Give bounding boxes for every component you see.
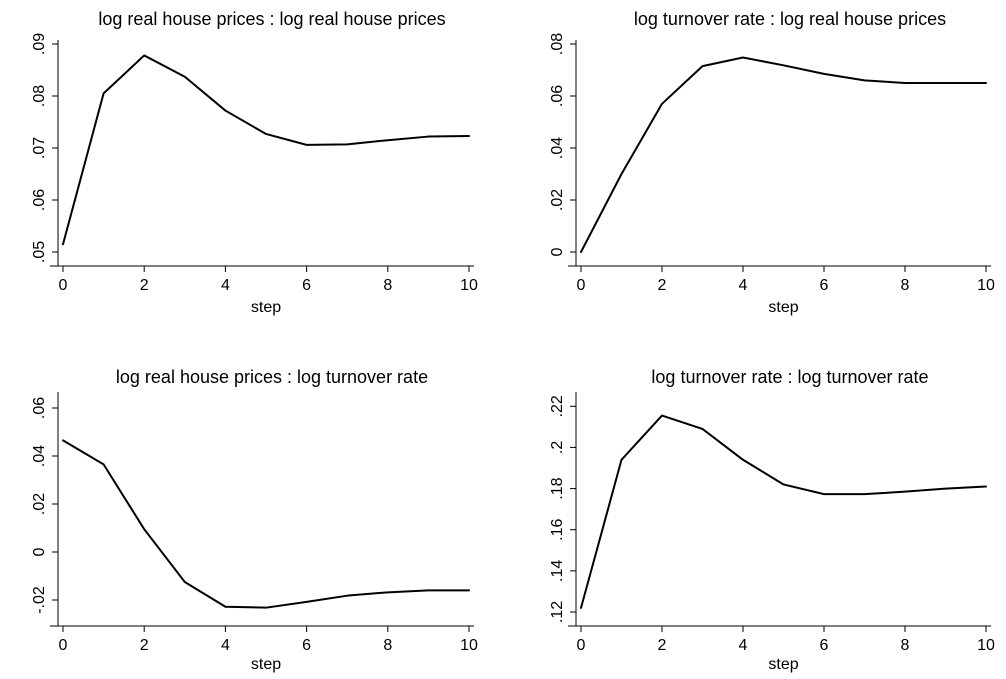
x-tick-label: 4 — [221, 637, 230, 654]
x-tick-label: 2 — [140, 637, 149, 654]
x-axis-title: step — [768, 299, 798, 316]
x-tick-label: 10 — [460, 277, 478, 294]
y-tick-label: .04 — [549, 137, 566, 159]
x-tick-label: 8 — [901, 277, 910, 294]
x-tick-label: 0 — [577, 637, 586, 654]
y-tick-label: .02 — [549, 189, 566, 211]
x-tick-label: 8 — [383, 637, 392, 654]
x-tick-label: 2 — [658, 277, 667, 294]
x-tick-label: 0 — [577, 277, 586, 294]
x-tick-label: 0 — [59, 637, 68, 654]
x-tick-label: 6 — [820, 277, 829, 294]
x-tick-label: 6 — [302, 277, 311, 294]
series-line — [580, 56, 987, 253]
y-tick-label: .2 — [549, 441, 566, 454]
x-tick-label: 4 — [739, 277, 748, 294]
y-tick-label: .02 — [31, 493, 48, 515]
y-tick-label: .09 — [31, 33, 48, 55]
y-tick-label: .06 — [31, 397, 48, 419]
chart-title: log turnover rate : log real house price… — [634, 9, 946, 29]
y-tick-label: .05 — [31, 241, 48, 263]
y-tick-label: .04 — [31, 445, 48, 467]
y-tick-label: .06 — [549, 85, 566, 107]
y-tick-label: .18 — [549, 477, 566, 499]
x-tick-label: 4 — [221, 277, 230, 294]
y-tick-label: .07 — [31, 137, 48, 159]
series-line — [580, 414, 987, 609]
chart-title: log turnover rate : log turnover rate — [651, 367, 928, 387]
y-tick-label: .06 — [31, 189, 48, 211]
x-tick-label: 2 — [140, 277, 149, 294]
y-tick-label: -.02 — [31, 586, 48, 614]
y-tick-label: .12 — [549, 601, 566, 623]
y-tick-label: .08 — [31, 85, 48, 107]
chart-title: log real house prices : log turnover rat… — [116, 367, 428, 387]
y-tick-label: 0 — [549, 247, 566, 256]
x-tick-label: 10 — [977, 277, 995, 294]
y-tick-label: .16 — [549, 518, 566, 540]
x-tick-label: 10 — [977, 637, 995, 654]
series-line — [62, 439, 470, 609]
x-tick-label: 6 — [820, 637, 829, 654]
chart-title: log real house prices : log real house p… — [98, 9, 445, 29]
y-tick-label: .08 — [549, 33, 566, 55]
x-tick-label: 8 — [383, 277, 392, 294]
chart-panel-3: log real house prices : log turnover rat… — [31, 367, 478, 673]
x-tick-label: 6 — [302, 637, 311, 654]
y-tick-label: .22 — [549, 395, 566, 417]
chart-panel-2: log turnover rate : log real house price… — [549, 9, 995, 316]
x-axis-title: step — [768, 656, 798, 673]
x-tick-label: 0 — [59, 277, 68, 294]
y-tick-label: 0 — [31, 547, 48, 556]
y-tick-label: .14 — [549, 560, 566, 582]
chart-panel-1: log real house prices : log real house p… — [31, 9, 478, 316]
x-tick-label: 2 — [658, 637, 667, 654]
series-line — [62, 54, 470, 246]
x-tick-label: 8 — [901, 637, 910, 654]
chart-panel-4: log turnover rate : log turnover rate 0 2 4… — [549, 367, 995, 673]
x-axis-title: step — [251, 299, 281, 316]
x-tick-label: 10 — [460, 637, 478, 654]
x-tick-label: 4 — [739, 637, 748, 654]
x-axis-title: step — [251, 656, 281, 673]
